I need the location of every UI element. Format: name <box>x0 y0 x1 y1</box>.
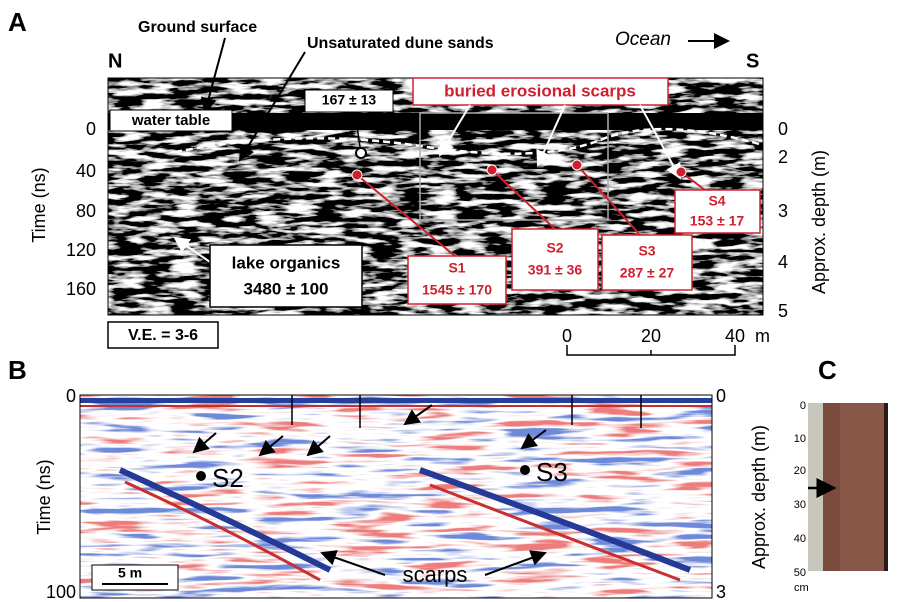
label-box <box>512 229 598 290</box>
tick-label: 3 <box>716 582 726 602</box>
axis-title: Time (ns) <box>29 167 49 242</box>
annotation: 167 ± 13 <box>322 92 377 108</box>
sample-age: 287 ± 27 <box>620 265 675 281</box>
sample-name: S2 <box>546 240 563 256</box>
sample-name: S3 <box>638 243 655 259</box>
core-axis: 0 10 20 30 40 50 cm <box>794 400 809 594</box>
page: {"panel_a": {"label": "A", "north": "N",… <box>0 0 901 602</box>
tick-label: 0 <box>66 386 76 406</box>
panel-label: A <box>8 7 27 37</box>
tick-label: 0 <box>716 386 726 406</box>
sample-marker <box>572 160 582 170</box>
north-label: N <box>108 50 122 72</box>
core-photo-shade <box>840 403 888 571</box>
surface-band <box>80 405 712 407</box>
annotation: V.E. = 3-6 <box>128 327 198 344</box>
sample-name: S1 <box>448 260 465 276</box>
depth-axis-b: Approx. depth (m) 0 3 <box>716 386 769 602</box>
body: A N S Ocean Ground surface Unsaturated d… <box>0 0 901 602</box>
tick-label: 120 <box>66 240 96 260</box>
annotation: Ground surface <box>138 19 257 36</box>
surface-band <box>80 398 712 403</box>
tick-label: 4 <box>778 252 788 272</box>
tick-label: 3 <box>778 201 788 221</box>
depth-axis-a: Approx. depth (m) 0 2 3 4 5 <box>778 119 829 321</box>
annotation: Unsaturated dune sands <box>307 35 494 52</box>
sample-marker <box>196 471 206 481</box>
scale-label: 0 <box>562 326 572 346</box>
tick-label: 80 <box>76 201 96 221</box>
scale-label: 5 m <box>118 565 142 581</box>
tick-label: 5 <box>778 301 788 321</box>
figure: A N S Ocean Ground surface Unsaturated d… <box>0 0 901 602</box>
sample-age: 1545 ± 170 <box>422 282 492 298</box>
sample-name: S3 <box>536 457 568 487</box>
annotation: scarps <box>403 562 468 587</box>
sample-age: 391 ± 36 <box>528 262 583 278</box>
sample-name: S4 <box>708 193 725 209</box>
axis-title: Approx. depth (m) <box>809 150 829 294</box>
tick-label: 160 <box>66 279 96 299</box>
tick-label: 30 <box>794 499 806 511</box>
sample-marker <box>352 170 362 180</box>
tick-label: 0 <box>800 400 806 412</box>
annotation: 3480 ± 100 <box>244 279 329 298</box>
scale-label: 40 <box>725 326 745 346</box>
sample-marker <box>487 165 497 175</box>
south-label: S <box>746 50 759 72</box>
scale-label: 20 <box>641 326 661 346</box>
unit-label: cm <box>794 582 809 594</box>
core-edge <box>884 403 888 571</box>
sample-age: 153 ± 17 <box>690 213 745 229</box>
annotation: buried erosional scarps <box>444 81 636 100</box>
tick-label: 100 <box>46 582 76 602</box>
sample-marker <box>356 148 366 158</box>
time-axis-b: Time (ns) 0 100 <box>34 386 76 602</box>
tick-label: 10 <box>794 433 806 445</box>
sample-name: S2 <box>212 463 244 493</box>
tick-label: 0 <box>86 119 96 139</box>
sample-marker <box>520 465 530 475</box>
axis-title: Approx. depth (m) <box>749 425 769 569</box>
panel-label: B <box>8 355 27 385</box>
annotation: water table <box>131 112 210 129</box>
scale-bar: 0 20 40 m <box>562 326 770 355</box>
tick-label: 2 <box>778 147 788 167</box>
annotation: lake organics <box>232 253 341 272</box>
scale-line <box>567 345 735 355</box>
axis-title: Time (ns) <box>34 459 54 534</box>
direction-label: Ocean <box>615 29 671 50</box>
tick-label: 20 <box>794 465 806 477</box>
time-axis-a: Time (ns) 0 40 80 120 160 <box>29 119 96 299</box>
tick-label: 40 <box>794 533 806 545</box>
panel-label: C <box>818 355 837 385</box>
tick-label: 0 <box>778 119 788 139</box>
tick-label: 40 <box>76 161 96 181</box>
sample-marker <box>676 167 686 177</box>
tick-label: 50 <box>794 567 806 579</box>
scale-unit: m <box>755 326 770 346</box>
